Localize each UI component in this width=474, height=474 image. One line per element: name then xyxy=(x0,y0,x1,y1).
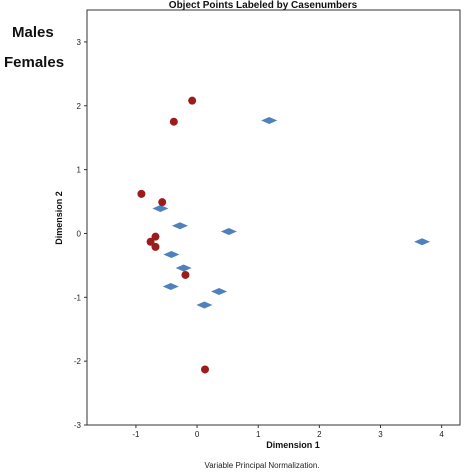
diamond-point xyxy=(220,228,237,236)
x-tick-label: 3 xyxy=(378,430,383,439)
y-tick-label: -1 xyxy=(74,293,82,302)
x-tick-label: 4 xyxy=(439,430,444,439)
normalization-note: Variable Principal Normalization. xyxy=(204,461,319,470)
y-tick-label: 3 xyxy=(77,38,82,47)
diamond-point xyxy=(175,264,192,272)
circle-point xyxy=(188,96,197,105)
circle-point xyxy=(169,117,178,126)
y-axis-label: Dimension 2 xyxy=(54,191,64,245)
y-tick-label: 2 xyxy=(77,102,82,111)
plot-frame xyxy=(86,9,461,426)
x-tick-label: -1 xyxy=(132,430,140,439)
chart-title: Object Points Labeled by Casenumbers xyxy=(169,0,358,11)
diamond-point xyxy=(211,288,228,296)
diamond-point xyxy=(162,282,179,290)
diamond-point xyxy=(261,116,278,124)
y-tick-label: 0 xyxy=(77,229,82,238)
circle-point xyxy=(181,270,190,279)
diamond-point xyxy=(196,301,213,309)
x-tick-label: 2 xyxy=(317,430,322,439)
diamond-point xyxy=(414,238,431,246)
x-axis-label: Dimension 1 xyxy=(266,440,320,450)
y-tick-label: -3 xyxy=(74,421,82,430)
circle-point xyxy=(137,189,146,198)
circle-point xyxy=(151,232,160,241)
circle-point xyxy=(158,198,167,207)
circle-point xyxy=(146,237,155,246)
diamond-point xyxy=(171,222,188,230)
y-tick-label: -2 xyxy=(74,357,82,366)
diamond-point xyxy=(152,205,169,213)
diamond-point xyxy=(163,251,180,259)
males-label: Males xyxy=(12,24,54,41)
x-tick-label: 1 xyxy=(256,430,261,439)
circle-point xyxy=(151,242,160,251)
x-tick-label: 0 xyxy=(195,430,200,439)
females-label: Females xyxy=(4,54,65,71)
circle-point xyxy=(201,365,210,374)
y-tick-label: 1 xyxy=(77,166,82,175)
